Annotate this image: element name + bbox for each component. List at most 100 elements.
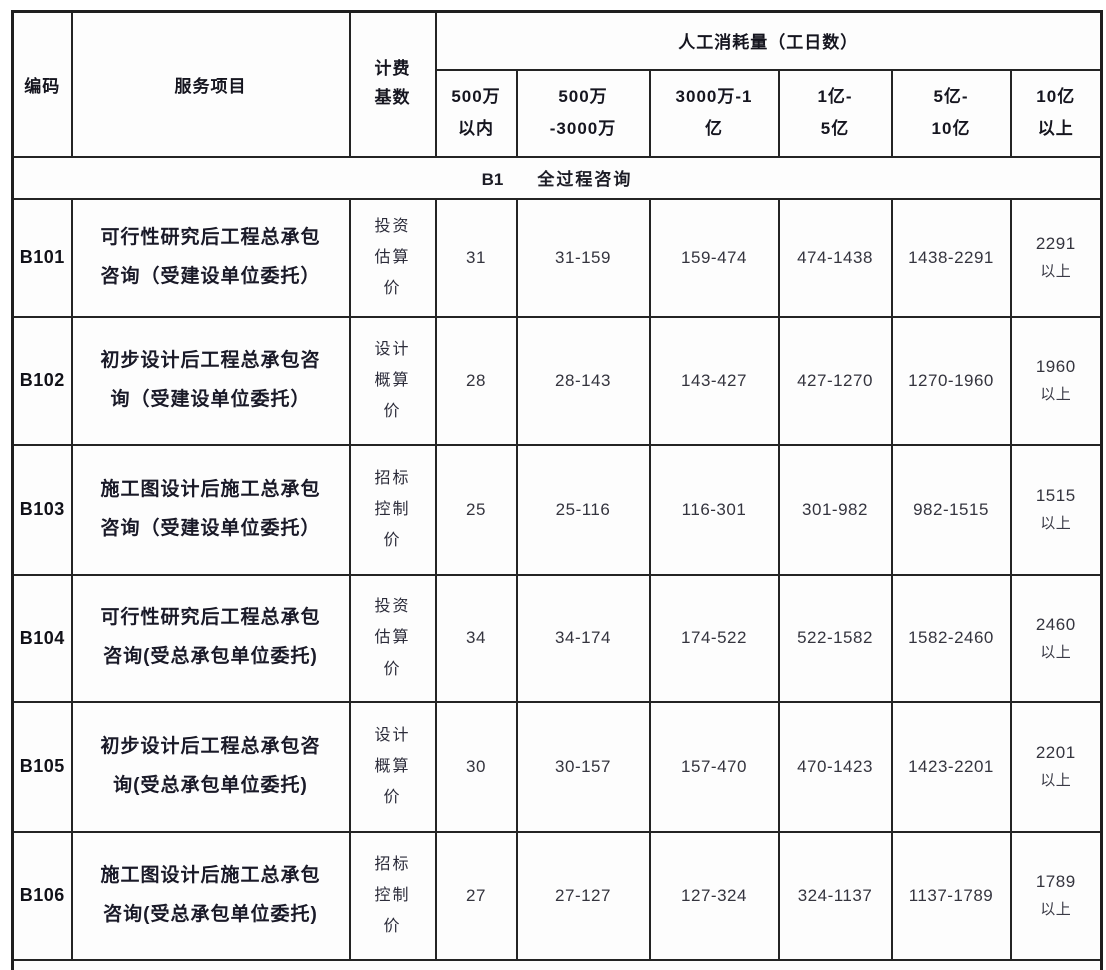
code-cell: B101 [11,197,73,318]
service-line2: 询（受建设单位委托） [110,388,311,410]
value-cell: 174-522 [648,573,780,703]
value-cell: 143-427 [648,315,780,446]
basis-line1: 招标 [374,855,411,873]
last-value-number: 2460 [1035,614,1076,634]
basis-line2: 概算 [374,371,411,389]
value-cell-last: 1960 以上 [1009,315,1103,446]
service-cell: 初步设计后工程总承包咨 询（受建设单位委托） [70,315,351,446]
value-cell: 27-127 [515,830,651,961]
basis-line1: 设计 [374,726,411,744]
basis-cell: 投资 估算 价 [348,197,437,318]
value-cell-last: 2291 以上 [1009,197,1103,318]
value-cell: 127-324 [648,830,780,961]
section-cell: B1 全过程咨询 [11,155,1103,200]
table-row: B103 施工图设计后施工总承包 咨询（受建设单位委托） 招标 控制 价 25 … [11,443,1103,576]
basis-line3: 价 [383,660,402,678]
last-value-number: 1789 [1035,872,1076,892]
basis-line2: 估算 [374,248,411,266]
range3-line1: 3000万-1 [675,86,753,106]
range2-line1: 500万 [558,86,608,106]
range6-line1: 10亿 [1036,86,1076,106]
service-line1: 可行性研究后工程总承包 [100,607,321,629]
range3-line2: 亿 [705,119,723,138]
basis-line3: 价 [383,532,402,550]
basis-cell: 招标 控制 价 [348,830,437,961]
service-line1: 施工图设计后施工总承包 [100,478,321,500]
service-line1: 可行性研究后工程总承包 [100,226,321,248]
table-row: B104 可行性研究后工程总承包 咨询(受总承包单位委托) 投资 估算 价 34… [11,573,1103,703]
table-row: B101 可行性研究后工程总承包 咨询（受建设单位委托） 投资 估算 价 31 … [11,197,1103,318]
header-row-top: 编码 服务项目 计费 基数 人工消耗量（工日数） [11,10,1103,158]
col-header-range-2: 500万 -3000万 [515,68,651,158]
range6-line2: 以上 [1037,119,1074,138]
code-cell: B106 [11,830,73,961]
col-header-labor-span: 人工消耗量（工日数） [434,10,1103,71]
value-cell: 982-1515 [890,443,1012,576]
service-line1: 初步设计后工程总承包咨 [100,735,321,757]
code-cell: B105 [11,700,73,833]
value-cell: 28-143 [515,315,651,446]
table-row: B105 初步设计后工程总承包咨 询(受总承包单位委托) 设计 概算 价 30 … [11,700,1103,833]
basis-line3: 价 [383,280,402,298]
last-value-suffix: 以上 [1040,901,1072,919]
col-header-range-1: 500万 以内 [434,68,518,158]
range2-line2: -3000万 [549,119,617,138]
code-cell: B102 [11,315,73,446]
value-cell: 34-174 [515,573,651,703]
value-cell: 31-159 [515,197,651,318]
range4-line2: 5亿 [820,119,850,138]
basis-line2: 估算 [374,629,411,647]
value-cell: 522-1582 [777,573,893,703]
basis-line3: 价 [383,789,402,807]
value-cell: 324-1137 [777,830,893,961]
basis-line1: 投资 [374,598,411,616]
section-row-b1: B1 全过程咨询 [11,155,1103,200]
last-value-suffix: 以上 [1040,772,1072,790]
basis-cell: 设计 概算 价 [348,315,437,446]
value-cell: 31 [434,197,518,318]
basis-cell: 招标 控制 价 [348,443,437,576]
service-line1: 初步设计后工程总承包咨 [100,349,321,371]
service-line2: 咨询（受建设单位委托） [100,517,321,539]
service-cell: 初步设计后工程总承包咨 询(受总承包单位委托) [70,700,351,833]
section-title: 全过程咨询 [537,170,633,189]
service-line2: 询(受总承包单位委托) [113,774,308,796]
value-cell: 1582-2460 [890,573,1012,703]
value-cell: 27 [434,830,518,961]
value-cell: 25-116 [515,443,651,576]
labor-consumption-table: 编码 服务项目 计费 基数 人工消耗量（工日数） 500万 以内 500万 -3… [11,10,1103,970]
value-cell: 301-982 [777,443,893,576]
value-cell: 25 [434,443,518,576]
header-row-ranges: 500万 以内 500万 -3000万 3000万-1 亿 1亿- 5亿 5亿- [13,68,1103,158]
col-header-range-4: 1亿- 5亿 [777,68,893,158]
service-line1: 施工图设计后施工总承包 [100,864,321,886]
value-cell: 116-301 [648,443,780,576]
col-header-range-3: 3000万-1 亿 [648,68,780,158]
value-cell-last: 2201 以上 [1009,700,1103,833]
last-value-suffix: 以上 [1040,515,1072,533]
last-value-suffix: 以上 [1040,643,1072,661]
value-cell: 159-474 [648,197,780,318]
range1-line1: 500万 [451,86,501,106]
range1-line2: 以内 [458,119,494,138]
value-cell-last: 1789 以上 [1009,830,1103,961]
basis-cell: 设计 概算 价 [348,700,437,833]
col-header-service: 服务项目 [70,10,351,158]
value-cell: 427-1270 [777,315,893,446]
basis-cell: 投资 估算 价 [348,573,437,703]
last-value-number: 2201 [1035,743,1076,763]
value-cell: 470-1423 [777,700,893,833]
basis-line1: 投资 [374,217,411,235]
service-cell: 施工图设计后施工总承包 咨询（受建设单位委托） [70,443,351,576]
service-cell: 可行性研究后工程总承包 咨询（受建设单位委托） [70,197,351,318]
basis-line3: 价 [383,918,402,936]
code-cell: B103 [11,443,73,576]
value-cell: 157-470 [648,700,780,833]
value-cell: 1438-2291 [890,197,1012,318]
col-header-range-6: 10亿 以上 [1009,68,1103,158]
value-cell: 1423-2201 [890,700,1012,833]
col-header-basis: 计费 基数 [348,10,437,158]
service-line2: 咨询（受建设单位委托） [100,265,321,287]
basis-line1: 设计 [374,340,411,358]
